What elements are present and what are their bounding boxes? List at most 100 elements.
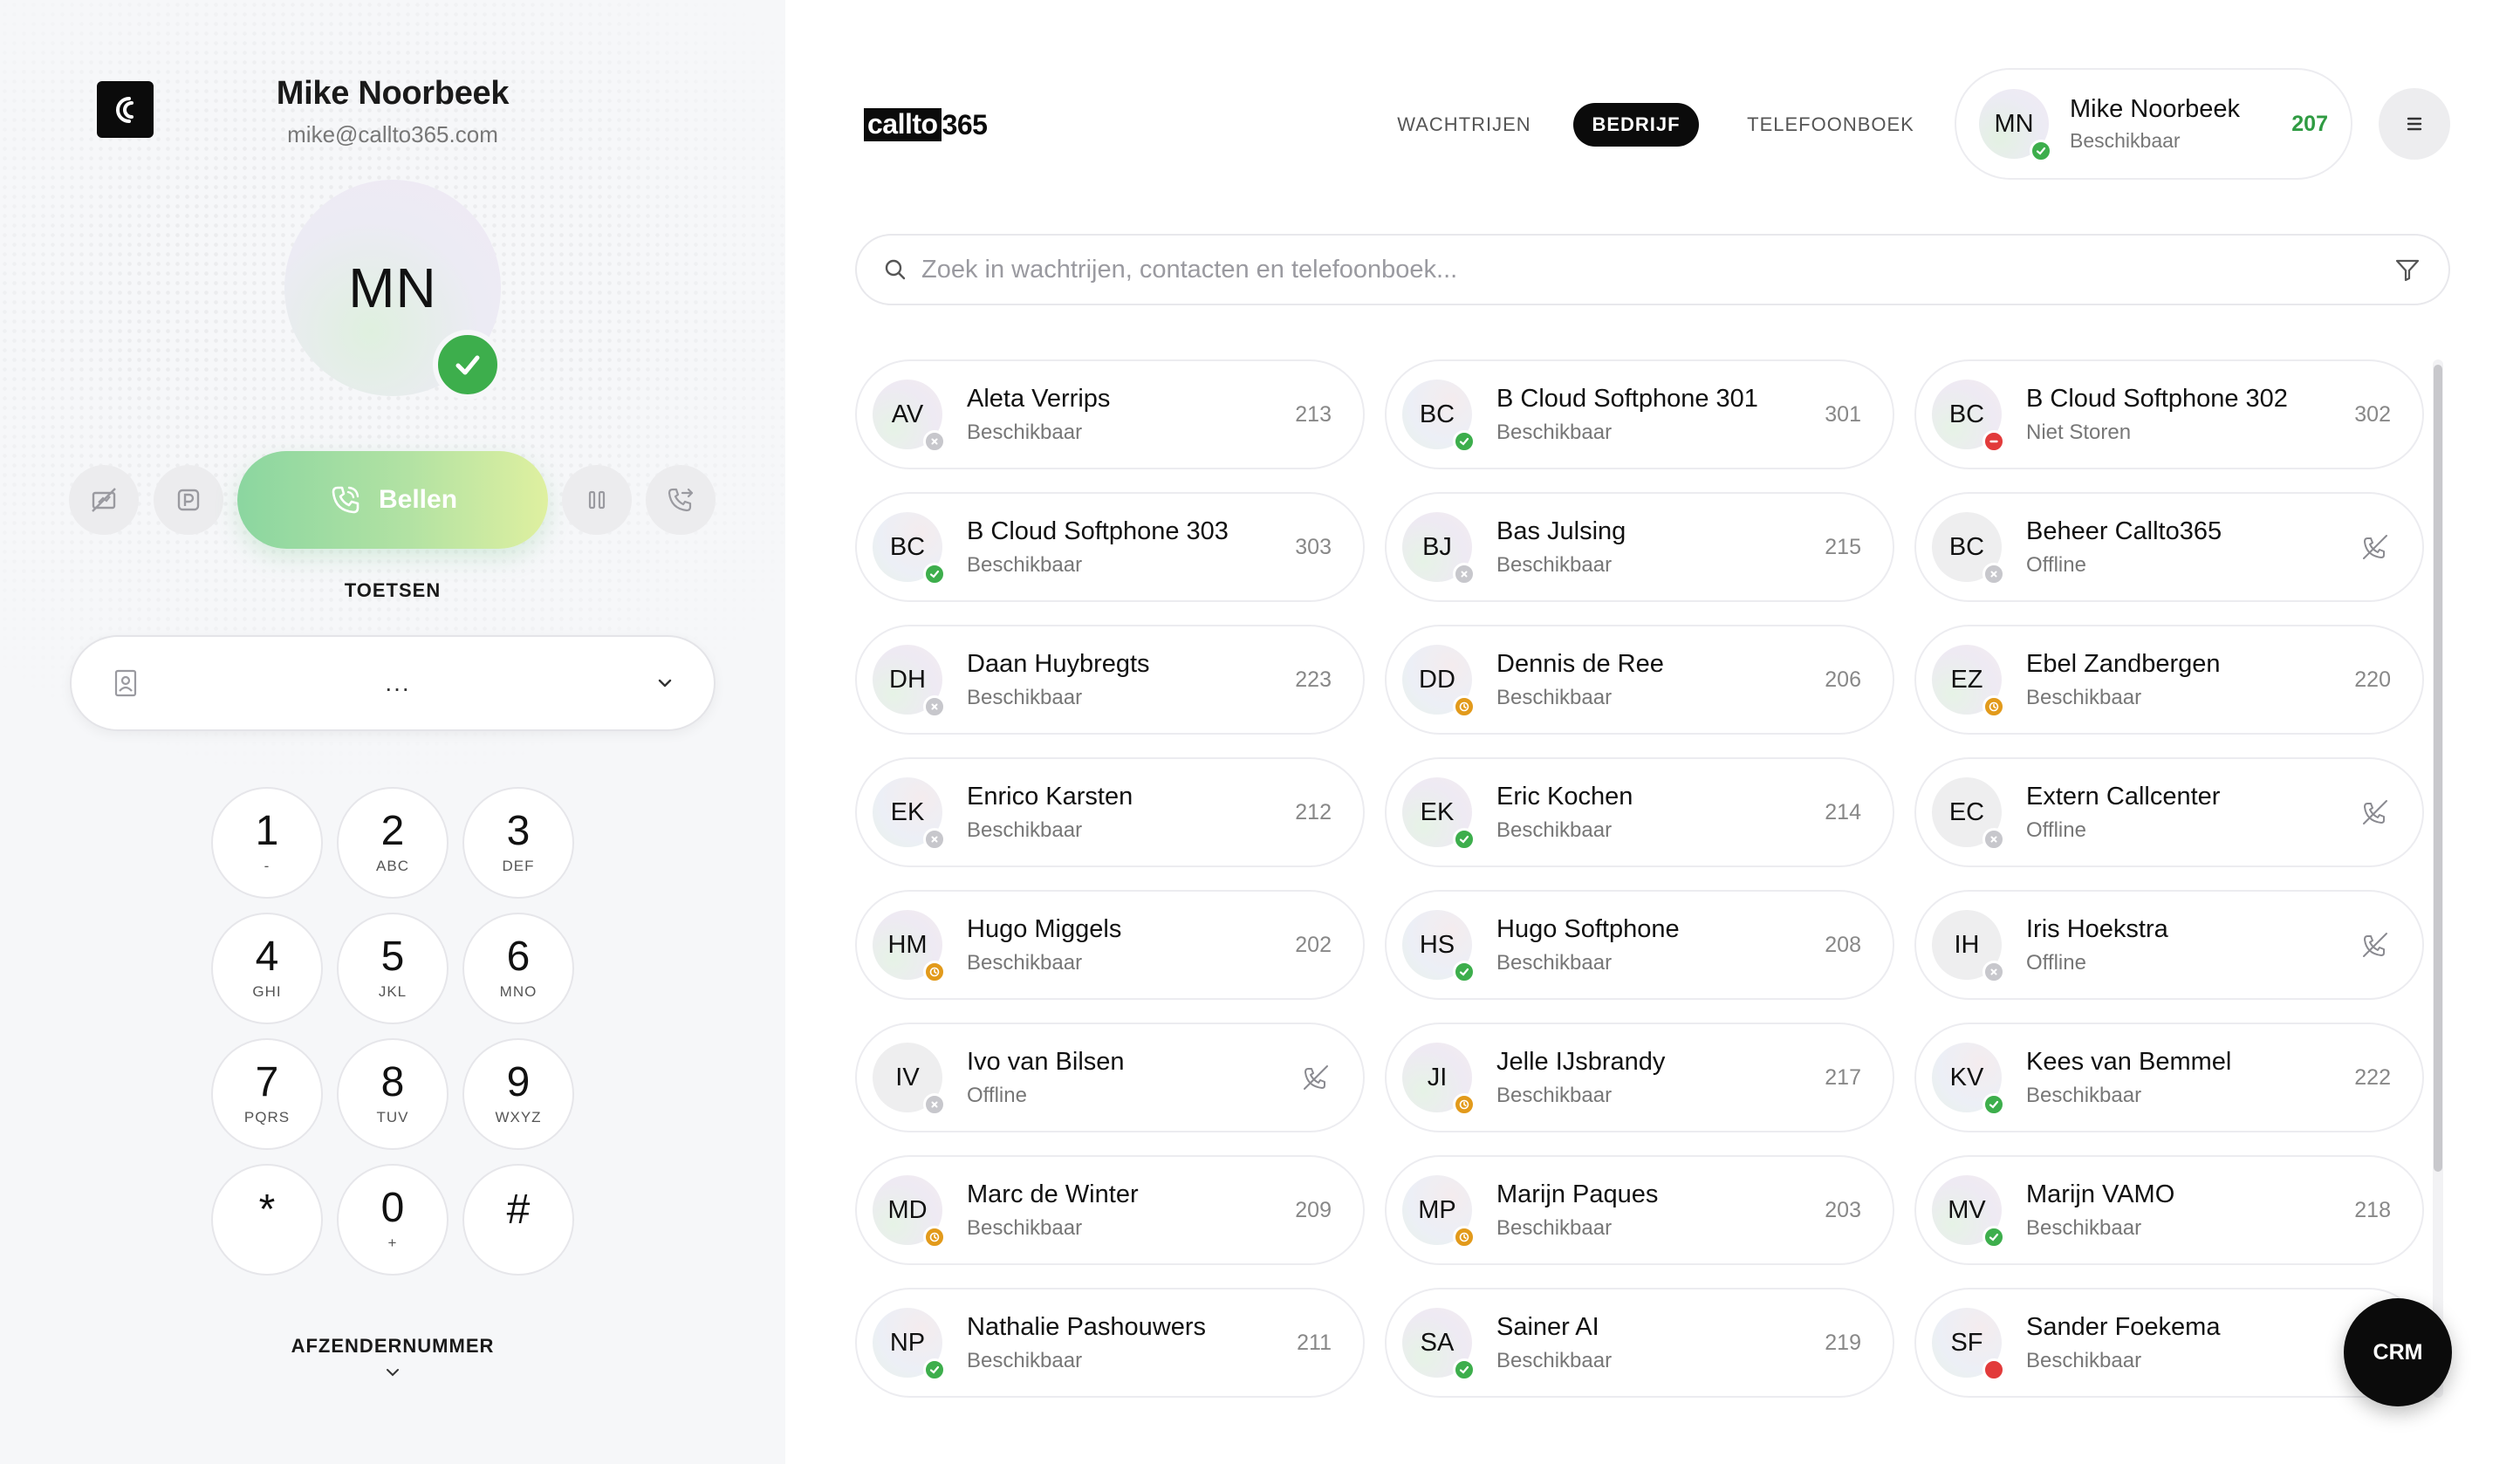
contact-card[interactable]: EK Enrico Karsten Beschikbaar 212: [855, 757, 1365, 867]
keypad-key[interactable]: 1-: [211, 787, 323, 899]
contact-book-icon[interactable]: [110, 667, 141, 699]
contact-card[interactable]: EC Extern Callcenter Offline: [1914, 757, 2424, 867]
transfer-button[interactable]: [646, 465, 716, 535]
tab-telefoonboek[interactable]: TELEFOONBOEK: [1747, 113, 1914, 135]
contact-card[interactable]: DD Dennis de Ree Beschikbaar 206: [1385, 625, 1894, 735]
contact-name: Ivo van Bilsen: [967, 1047, 1125, 1076]
dialer-panel: Mike Noorbeek mike@callto365.com MN: [0, 0, 785, 1464]
contact-extension: 222: [2354, 1064, 2391, 1090]
offline-status-icon: [923, 695, 946, 718]
keypad-key[interactable]: 2 ABC: [337, 787, 449, 899]
contact-card[interactable]: HS Hugo Softphone Beschikbaar 208: [1385, 890, 1894, 1000]
contact-card[interactable]: BC B Cloud Softphone 303 Beschikbaar 303: [855, 492, 1365, 602]
contact-card[interactable]: HM Hugo Miggels Beschikbaar 202: [855, 890, 1365, 1000]
sender-number-label[interactable]: AFZENDERNUMMER: [291, 1335, 495, 1357]
keypad-key[interactable]: 0 +: [337, 1164, 449, 1276]
keypad-key[interactable]: *: [211, 1164, 323, 1276]
keypad-key[interactable]: 7 PQRS: [211, 1038, 323, 1150]
contact-card[interactable]: BC B Cloud Softphone 301 Beschikbaar 301: [1385, 359, 1894, 469]
keypad-key[interactable]: 5 JKL: [337, 913, 449, 1024]
available-status-icon: [433, 330, 503, 400]
contact-card[interactable]: BJ Bas Julsing Beschikbaar 215: [1385, 492, 1894, 602]
contact-extension: 302: [2354, 401, 2391, 427]
contact-name: Nathalie Pashouwers: [967, 1312, 1207, 1341]
contact-name: Marijn VAMO: [2026, 1180, 2175, 1208]
call-button[interactable]: Bellen: [237, 451, 548, 549]
key-digit: 5: [380, 934, 405, 980]
contact-card[interactable]: EK Eric Kochen Beschikbaar 214: [1385, 757, 1894, 867]
keypad-key[interactable]: 8 TUV: [337, 1038, 449, 1150]
hold-button[interactable]: [562, 465, 632, 535]
contact-card[interactable]: IH Iris Hoekstra Offline: [1914, 890, 2424, 1000]
contacts-scrollbar[interactable]: [2433, 359, 2443, 1398]
key-digit: 9: [506, 1059, 531, 1105]
contact-avatar: BC: [1402, 380, 1476, 453]
contact-name: B Cloud Softphone 303: [967, 517, 1229, 545]
sender-chevron-down-icon[interactable]: [380, 1366, 405, 1384]
menu-button[interactable]: [2379, 88, 2450, 160]
contact-extension: 211: [1297, 1330, 1332, 1355]
brand-wordmark: callto 365: [864, 108, 988, 141]
crm-button[interactable]: CRM: [2344, 1298, 2452, 1406]
contact-status: Offline: [2026, 950, 2086, 975]
contact-name: Marc de Winter: [967, 1180, 1139, 1208]
keypad-key[interactable]: 3 DEF: [462, 787, 574, 899]
contact-status: Beschikbaar: [1496, 1348, 1613, 1372]
chevron-down-icon[interactable]: [654, 673, 675, 694]
contact-extension: 203: [1825, 1197, 1861, 1222]
contact-card[interactable]: DH Daan Huybregts Beschikbaar 223: [855, 625, 1365, 735]
contact-initials: EZ: [1950, 665, 1983, 694]
contact-name: Bas Julsing: [1496, 517, 1626, 545]
contact-card[interactable]: KV Kees van Bemmel Beschikbaar 222: [1914, 1023, 2424, 1132]
number-input[interactable]: ...: [70, 635, 716, 731]
key-letters: PQRS: [243, 1109, 291, 1125]
contact-status: Beschikbaar: [967, 1215, 1083, 1240]
available-status-icon: [2030, 140, 2052, 162]
contact-initials: IV: [895, 1063, 920, 1091]
contact-initials: DD: [1419, 665, 1455, 694]
park-button[interactable]: [154, 465, 223, 535]
keypad-toggle[interactable]: TOETSEN: [344, 579, 442, 601]
available-status-icon: [1453, 1358, 1476, 1381]
contact-name: Marijn Paques: [1496, 1180, 1659, 1208]
no-video-button[interactable]: [69, 465, 139, 535]
contact-card[interactable]: MD Marc de Winter Beschikbaar 209: [855, 1155, 1365, 1265]
profile-extension: 207: [2291, 111, 2328, 136]
contact-card[interactable]: BC Beheer Callto365 Offline: [1914, 492, 2424, 602]
contact-avatar: IH: [1932, 910, 2005, 983]
contact-card[interactable]: SA Sainer AI Beschikbaar 219: [1385, 1288, 1894, 1398]
contact-status: Beschikbaar: [1496, 818, 1613, 842]
tab-wachtrijen[interactable]: WACHTRIJEN: [1397, 113, 1531, 135]
contact-card[interactable]: SF Sander Foekema Beschikbaar: [1914, 1288, 2424, 1398]
search-input[interactable]: [921, 255, 2393, 284]
contact-avatar: HS: [1402, 910, 1476, 983]
park-icon: [177, 489, 200, 511]
scrollbar-thumb[interactable]: [2434, 365, 2442, 1172]
contact-status: Beschikbaar: [1496, 552, 1613, 577]
contact-card[interactable]: MP Marijn Paques Beschikbaar 203: [1385, 1155, 1894, 1265]
contact-card[interactable]: IV Ivo van Bilsen Offline: [855, 1023, 1365, 1132]
contact-card[interactable]: BC B Cloud Softphone 302 Niet Storen 302: [1914, 359, 2424, 469]
keypad-key[interactable]: 4 GHI: [211, 913, 323, 1024]
contact-card[interactable]: AV Aleta Verrips Beschikbaar 213: [855, 359, 1365, 469]
contact-status: Beschikbaar: [1496, 685, 1613, 709]
tab-bedrijf[interactable]: BEDRIJF: [1573, 103, 1699, 147]
contact-card[interactable]: NP Nathalie Pashouwers Beschikbaar 211: [855, 1288, 1365, 1398]
contact-initials: HM: [887, 930, 928, 959]
contact-card[interactable]: EZ Ebel Zandbergen Beschikbaar 220: [1914, 625, 2424, 735]
key-digit: *: [258, 1186, 276, 1233]
app-logo-icon[interactable]: [97, 81, 154, 138]
contact-name: Eric Kochen: [1496, 782, 1633, 811]
keypad-key[interactable]: 6 MNO: [462, 913, 574, 1024]
available-status-icon: [1982, 1093, 2005, 1116]
keypad-key[interactable]: #: [462, 1164, 574, 1276]
contact-initials: MV: [1948, 1195, 1986, 1224]
key-letters: DEF: [502, 858, 535, 874]
keypad-key[interactable]: 9 WXYZ: [462, 1038, 574, 1150]
contact-card[interactable]: MV Marijn VAMO Beschikbaar 218: [1914, 1155, 2424, 1265]
contact-initials: SA: [1420, 1328, 1455, 1357]
profile-card[interactable]: MN Mike Noorbeek Beschikbaar 207: [1955, 68, 2352, 180]
contact-card[interactable]: JI Jelle IJsbrandy Beschikbaar 217: [1385, 1023, 1894, 1132]
pause-icon: [588, 490, 606, 510]
filter-icon[interactable]: [2393, 255, 2422, 284]
